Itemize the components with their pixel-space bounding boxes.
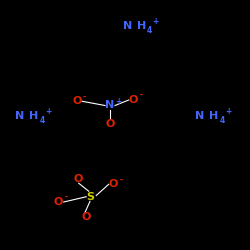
Text: +: + (225, 108, 231, 116)
Text: N: N (195, 111, 204, 121)
Text: N: N (15, 111, 24, 121)
Text: 4: 4 (147, 26, 152, 35)
Text: O: O (105, 119, 115, 129)
Text: H: H (209, 111, 218, 121)
Text: +: + (116, 97, 122, 106)
Text: -: - (119, 176, 122, 184)
Text: S: S (86, 192, 94, 202)
Text: -: - (83, 92, 86, 102)
Text: -: - (139, 91, 142, 100)
Text: N: N (122, 21, 132, 31)
Text: H: H (136, 21, 146, 31)
Text: H: H (29, 111, 38, 121)
Text: -: - (64, 193, 68, 202)
Text: +: + (45, 108, 51, 116)
Text: O: O (129, 95, 138, 105)
Text: O: O (109, 179, 118, 189)
Text: 4: 4 (40, 116, 45, 125)
Text: O: O (54, 197, 63, 207)
Text: +: + (152, 18, 159, 26)
Text: O: O (81, 212, 90, 222)
Text: 4: 4 (220, 116, 225, 125)
Text: N: N (105, 100, 114, 110)
Text: O: O (74, 174, 83, 184)
Text: O: O (72, 96, 82, 106)
